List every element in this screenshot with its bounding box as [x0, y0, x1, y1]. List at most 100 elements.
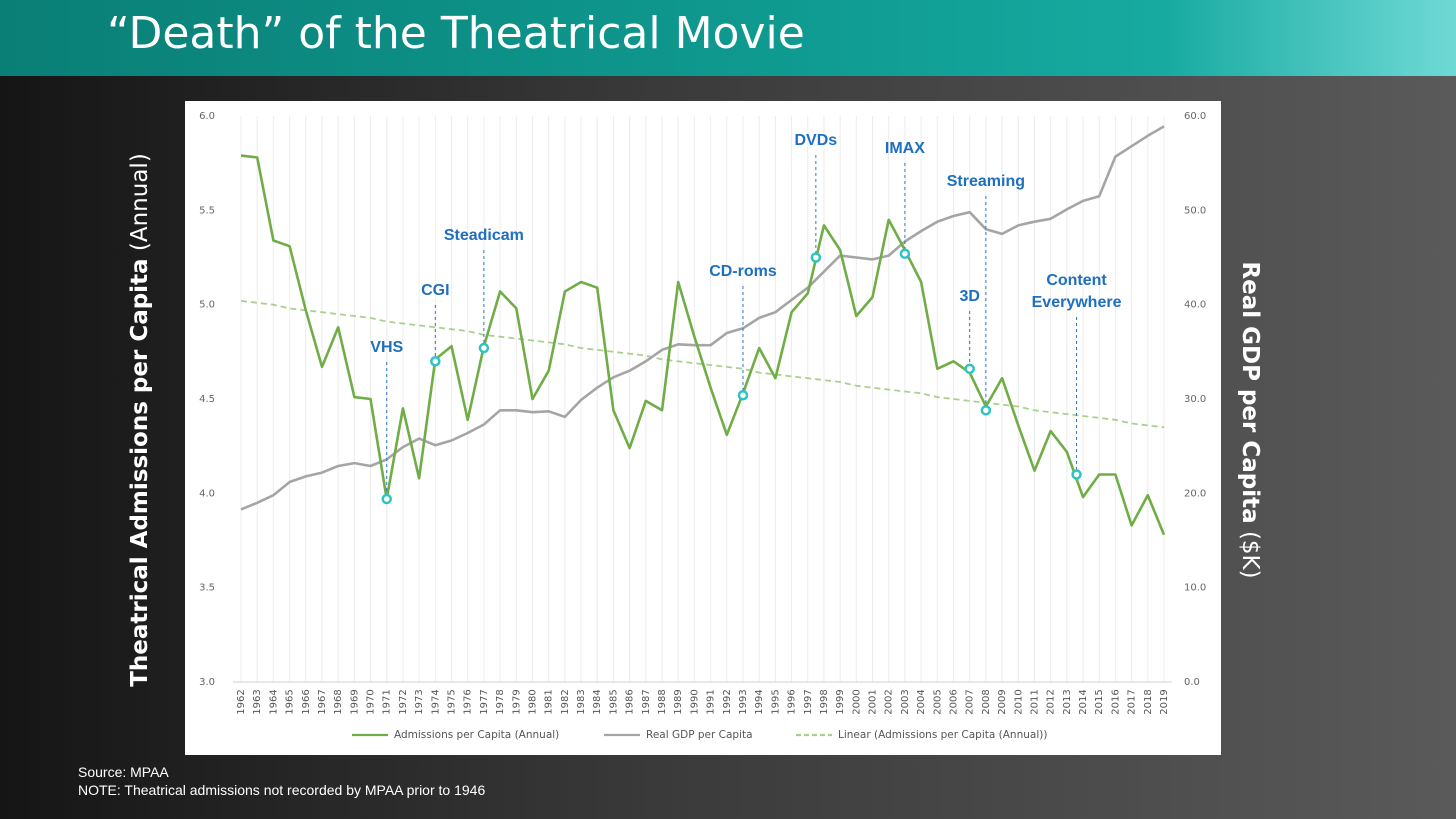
- x-tick-label: 1985: [608, 689, 619, 714]
- y2-tick-label: 60.0: [1184, 111, 1206, 122]
- y-tick-label: 4.0: [199, 488, 215, 499]
- annotation-label: Content: [1046, 272, 1107, 289]
- slide-title: “Death” of the Theatrical Movie: [107, 8, 805, 59]
- x-tick-label: 1971: [382, 689, 393, 714]
- x-tick-label: 1965: [285, 689, 296, 714]
- x-tick-label: 2016: [1110, 689, 1121, 714]
- x-tick-label: 1975: [447, 689, 458, 714]
- x-tick-label: 1993: [738, 689, 749, 714]
- series-line: [240, 300, 1165, 429]
- y2-axis-title-main: Real GDP per Capita: [1238, 261, 1264, 523]
- x-tick-label: 1995: [770, 689, 781, 714]
- y-tick-label: 5.0: [199, 300, 215, 311]
- x-tick-label: 1981: [544, 689, 555, 714]
- x-tick-label: 1996: [787, 689, 798, 714]
- x-tick-label: 2001: [868, 689, 879, 714]
- annotation-label: CD-roms: [709, 263, 777, 280]
- annotation-label: VHS: [370, 339, 403, 356]
- y-tick-label: 6.0: [199, 111, 215, 122]
- x-tick-label: 1999: [835, 689, 846, 714]
- x-tick-label: 2002: [884, 689, 895, 714]
- note: NOTE: Theatrical admissions not recorded…: [78, 782, 486, 798]
- x-tick-label: 1970: [366, 689, 377, 714]
- legend-label: Real GDP per Capita: [646, 729, 753, 741]
- x-tick-label: 1997: [803, 689, 814, 714]
- x-tick-label: 2011: [1029, 689, 1040, 714]
- y-axis-title: Theatrical Admissions per Capita (Annual…: [127, 153, 153, 687]
- annotation-label: Everywhere: [1032, 294, 1122, 311]
- x-tick-label: 1990: [689, 689, 700, 714]
- x-tick-label: 1980: [527, 689, 538, 714]
- annotation-label: DVDs: [795, 132, 838, 149]
- x-tick-label: 2004: [916, 689, 927, 714]
- x-tick-label: 1989: [673, 689, 684, 714]
- x-tick-label: 1998: [819, 689, 830, 714]
- x-tick-label: 1976: [463, 689, 474, 714]
- y2-tick-label: 0.0: [1184, 677, 1200, 688]
- annotation-label: Streaming: [947, 173, 1025, 190]
- x-tick-label: 1991: [706, 689, 717, 714]
- x-tick-label: 2019: [1159, 689, 1170, 714]
- x-tick-label: 2007: [965, 689, 976, 714]
- x-tick-label: 1968: [333, 689, 344, 714]
- annotation-marker: [1071, 469, 1082, 480]
- x-tick-label: 1963: [252, 689, 263, 714]
- annotation-marker: [478, 342, 490, 354]
- x-tick-label: 1967: [317, 689, 328, 714]
- y-tick-label: 4.5: [199, 394, 215, 405]
- x-tick-label: 2014: [1078, 689, 1089, 714]
- x-tick-label: 1977: [479, 689, 490, 714]
- x-tick-label: 1983: [576, 689, 587, 714]
- annotation-marker: [964, 363, 975, 375]
- y2-axis-title: Real GDP per Capita ($K): [1238, 261, 1264, 578]
- y-tick-label: 3.5: [199, 583, 215, 594]
- annotation-label: Steadicam: [444, 227, 524, 244]
- x-tick-label: 1986: [625, 689, 636, 714]
- x-tick-label: 2017: [1127, 689, 1138, 714]
- annotation-label: IMAX: [885, 140, 925, 157]
- x-tick-label: 1994: [754, 689, 765, 714]
- y-axis-title-unit: (Annual): [127, 153, 153, 251]
- x-tick-label: 2013: [1062, 689, 1073, 714]
- legend-label: Admissions per Capita (Annual): [394, 729, 559, 741]
- annotation-marker: [980, 405, 992, 416]
- chart-area: [185, 101, 1221, 755]
- annotation-marker: [381, 493, 392, 505]
- y-tick-label: 5.5: [199, 205, 215, 216]
- x-tick-label: 2003: [900, 689, 911, 714]
- x-tick-label: 1978: [495, 689, 506, 714]
- annotation-marker: [737, 389, 749, 401]
- y2-tick-label: 40.0: [1184, 300, 1206, 311]
- x-tick-label: 1987: [641, 689, 652, 714]
- x-tick-label: 1972: [398, 689, 409, 714]
- annotation-marker: [899, 248, 911, 259]
- y2-tick-label: 10.0: [1184, 583, 1206, 594]
- series-line: [240, 154, 1166, 536]
- x-tick-label: 2009: [997, 689, 1008, 714]
- x-tick-label: 1964: [268, 689, 279, 714]
- y2-tick-label: 30.0: [1184, 394, 1206, 405]
- x-tick-label: 1973: [414, 689, 425, 714]
- annotation-marker: [430, 356, 441, 367]
- x-tick-label: 1969: [349, 689, 360, 714]
- x-tick-label: 1966: [301, 689, 312, 714]
- annotation-marker: [810, 252, 822, 263]
- x-tick-label: 2018: [1143, 689, 1154, 714]
- x-tick-label: 2005: [932, 689, 943, 714]
- x-tick-label: 2000: [851, 689, 862, 714]
- x-tick-label: 1979: [511, 689, 522, 714]
- x-tick-label: 2015: [1094, 689, 1105, 714]
- annotation-label: 3D: [959, 288, 979, 305]
- y2-tick-label: 50.0: [1184, 205, 1206, 216]
- y2-axis-title-unit: ($K): [1238, 531, 1264, 579]
- y2-tick-label: 20.0: [1184, 488, 1206, 499]
- x-tick-label: 1962: [236, 689, 247, 714]
- x-tick-label: 1988: [657, 689, 668, 714]
- footer: Source: MPAA NOTE: Theatrical admissions…: [78, 763, 485, 799]
- y-tick-label: 3.0: [199, 677, 215, 688]
- header: “Death” of the Theatrical Movie: [0, 0, 1456, 76]
- x-tick-label: 2008: [981, 689, 992, 714]
- x-tick-label: 2006: [948, 689, 959, 714]
